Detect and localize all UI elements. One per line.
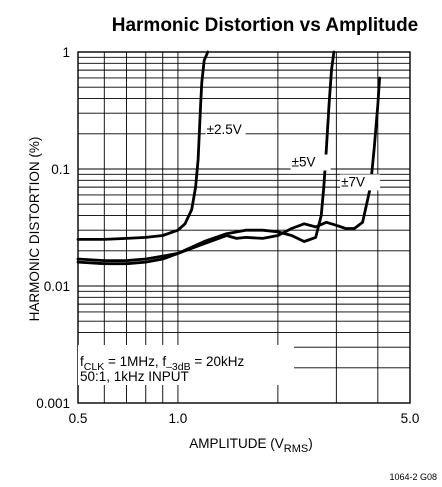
series-label: ±7V <box>341 174 365 189</box>
conditions-box-bg <box>78 345 294 385</box>
plot-frame <box>77 51 411 404</box>
series-label-bg <box>340 174 381 191</box>
chart-title: Harmonic Distortion vs Amplitude <box>112 15 419 36</box>
x-axis-label-main: AMPLITUDE (V <box>189 436 284 451</box>
series-line <box>76 76 381 262</box>
x-axis-label-unit: RMS <box>284 443 308 455</box>
series-line <box>76 50 210 241</box>
y-tick-label: 0.1 <box>51 162 70 177</box>
conditions-line-2: 50:1, 1kHz INPUT <box>80 369 189 384</box>
ann-3db-sub: –3dB <box>166 361 191 373</box>
series-label-bg <box>290 154 331 171</box>
ann-clk-sub: CLK <box>84 361 104 373</box>
series-label-bg <box>205 121 246 138</box>
conditions-line-1: fCLK = 1MHz, f–3dB = 20kHz <box>80 354 245 373</box>
x-tick-label: 1.0 <box>169 411 188 426</box>
series-labels: ±2.5V ±5V ±7V <box>205 121 381 191</box>
figure-id: 1064-2 G08 <box>389 472 437 482</box>
y-tick-label: 1 <box>62 45 70 60</box>
series-layer <box>76 50 381 266</box>
x-axis-label-close: ) <box>308 436 313 451</box>
series-label: ±5V <box>292 155 316 170</box>
y-tick-label: 0.01 <box>44 279 70 294</box>
series-label: ±2.5V <box>207 122 242 137</box>
ann-f: f <box>80 354 84 369</box>
x-tick-label: 0.5 <box>69 411 88 426</box>
ann-mid: = 1MHz, f <box>104 354 166 369</box>
x-axis-label: AMPLITUDE (VRMS) <box>189 436 312 455</box>
y-tick-label: 0.001 <box>36 396 70 411</box>
x-tick-label: 5.0 <box>401 411 420 426</box>
y-axis-label: HARMONIC DISTORTION (%) <box>27 137 42 322</box>
ann-end: = 20kHz <box>191 354 245 369</box>
